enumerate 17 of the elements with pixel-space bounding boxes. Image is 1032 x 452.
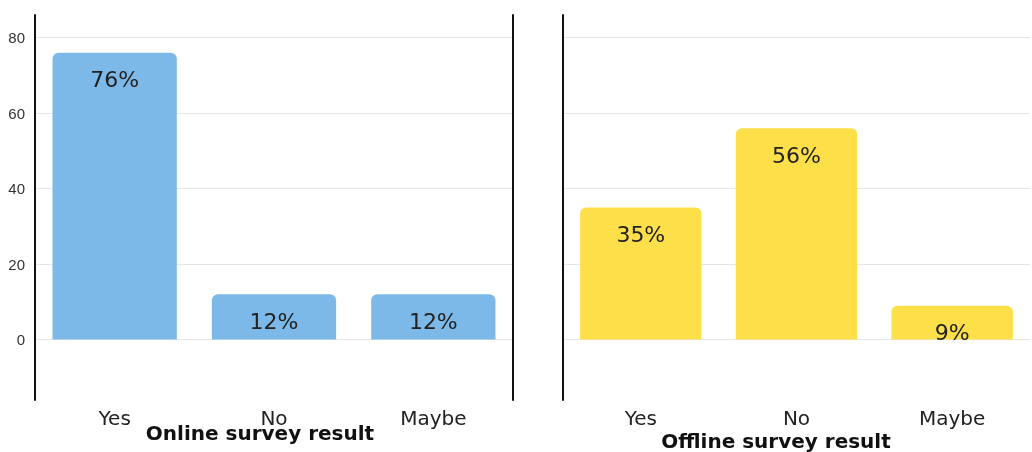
y-tick-label: 20: [8, 255, 25, 273]
data-label: 76%: [90, 67, 140, 93]
data-label: 35%: [616, 222, 666, 247]
text: Offline survey result: [661, 429, 892, 452]
y-tick-label: 60: [8, 104, 25, 122]
data-label: 9%: [934, 320, 970, 346]
y-tick-label: 0: [16, 331, 25, 349]
data-label: 56%: [772, 142, 821, 168]
x-tick-label: Maybe: [918, 406, 986, 430]
data-label: 12%: [408, 308, 458, 334]
y-tick-label: 80: [8, 29, 25, 47]
y-tick-label: 40: [8, 180, 25, 198]
x-tick-label: No: [782, 406, 811, 430]
x-tick-label: Maybe: [400, 406, 467, 430]
data-label: 12%: [249, 308, 299, 334]
x-tick-label: Yes: [97, 406, 131, 430]
x-tick-label: Yes: [623, 406, 657, 430]
